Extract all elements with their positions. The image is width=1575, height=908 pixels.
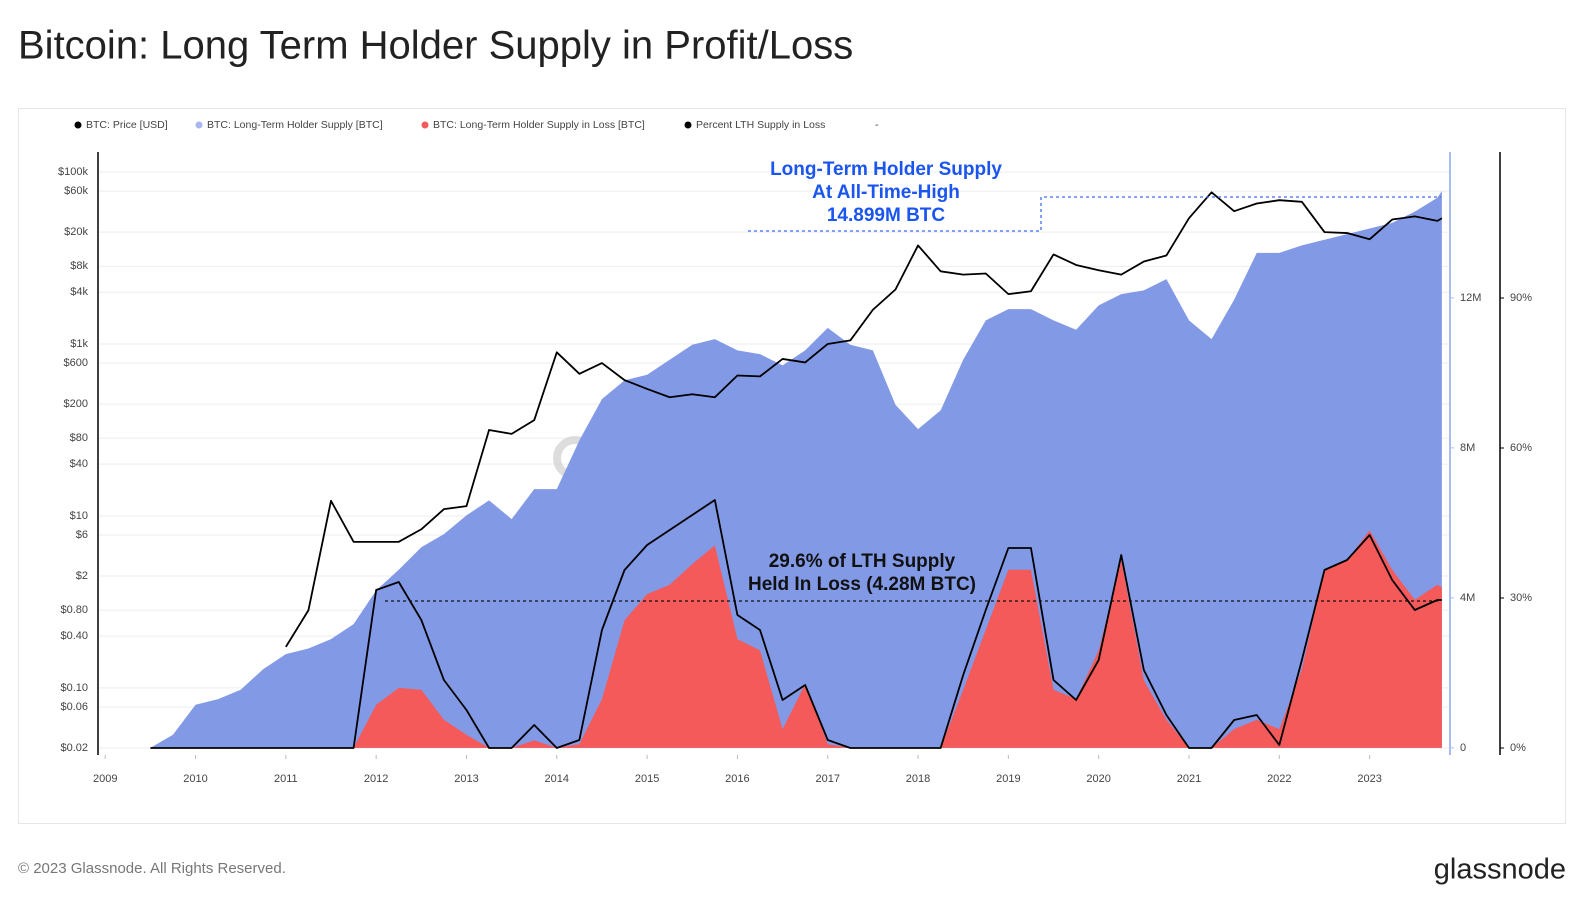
legend-swatch xyxy=(195,121,203,129)
x-tick-label: 2015 xyxy=(635,773,659,785)
x-tick-label: 2016 xyxy=(725,773,749,785)
y-tick-label: $40 xyxy=(70,458,88,470)
annotation-connector xyxy=(748,196,1441,232)
line xyxy=(150,499,1442,749)
x-tick-label: 2023 xyxy=(1357,773,1381,785)
y2-tick-label: 8M xyxy=(1460,442,1475,454)
line xyxy=(285,191,1443,648)
annotation: Long-Term Holder Supply xyxy=(770,159,1002,180)
annotation: At All-Time-High xyxy=(812,182,960,203)
y-tick-label: $0.40 xyxy=(60,630,88,642)
legend-swatch xyxy=(684,121,692,129)
annotation: 29.6% of LTH Supply xyxy=(769,551,956,572)
legend: BTC: Price [USD] BTC: Long-Term Holder Su… xyxy=(74,119,879,131)
y-tick-label: $60k xyxy=(64,185,88,197)
x-tick-label: 2014 xyxy=(545,773,569,785)
y-tick-label: $0.06 xyxy=(60,701,88,713)
y3-tick-label: 60% xyxy=(1510,442,1532,454)
x-tick-label: 2010 xyxy=(183,773,207,785)
x-tick-label: 2012 xyxy=(364,773,388,785)
y-tick-label: $1k xyxy=(70,338,88,350)
legend-label: - xyxy=(875,119,879,131)
annotation: 14.899M BTC xyxy=(827,205,946,226)
copyright: © 2023 Glassnode. All Rights Reserved. xyxy=(18,860,286,877)
x-tick-label: 2017 xyxy=(815,773,839,785)
legend-swatch xyxy=(421,121,429,129)
y-tick-label: $0.02 xyxy=(60,742,88,754)
y-tick-label: $100k xyxy=(58,166,88,178)
y-tick-label: $600 xyxy=(64,357,88,369)
y2-tick-label: 0 xyxy=(1460,742,1466,754)
annotations: Long-Term Holder Supply At All-Time-High… xyxy=(748,159,1002,595)
y3-tick-label: 30% xyxy=(1510,592,1532,604)
legend-label: Percent LTH Supply in Loss xyxy=(696,119,825,131)
y-tick-label: $6 xyxy=(76,529,88,541)
y2-tick-label: 4M xyxy=(1460,592,1475,604)
x-tick-label: 2022 xyxy=(1267,773,1291,785)
chart-title: Bitcoin: Long Term Holder Supply in Prof… xyxy=(18,24,853,68)
x-tick-label: 2013 xyxy=(454,773,478,785)
brand-logo: glassnode xyxy=(1434,854,1566,886)
x-tick-label: 2018 xyxy=(906,773,930,785)
legend-label: BTC: Price [USD] xyxy=(86,119,168,131)
y-tick-label: $2 xyxy=(76,570,88,582)
legend-label: BTC: Long-Term Holder Supply [BTC] xyxy=(207,119,383,131)
area xyxy=(150,530,1442,748)
y-tick-label: $8k xyxy=(70,260,88,272)
y3-tick-label: 90% xyxy=(1510,292,1532,304)
y-tick-label: $200 xyxy=(64,398,88,410)
marks xyxy=(150,191,1443,749)
y-tick-label: $20k xyxy=(64,226,88,238)
x-tick-label: 2021 xyxy=(1177,773,1201,785)
y-tick-label: $10 xyxy=(70,510,88,522)
legend-swatch xyxy=(74,121,82,129)
y2-tick-label: 12M xyxy=(1460,292,1481,304)
y-tick-label: $0.80 xyxy=(60,604,88,616)
legend-label: BTC: Long-Term Holder Supply in Loss [BT… xyxy=(433,119,645,131)
y-tick-label: $80 xyxy=(70,432,88,444)
y-tick-label: $4k xyxy=(70,286,88,298)
y3-tick-label: 0% xyxy=(1510,742,1526,754)
y-tick-label: $0.10 xyxy=(60,682,88,694)
x-tick-label: 2011 xyxy=(274,773,298,785)
annotation: Held In Loss (4.28M BTC) xyxy=(748,574,976,595)
x-tick-label: 2020 xyxy=(1086,773,1110,785)
x-tick-label: 2019 xyxy=(996,773,1020,785)
x-tick-label: 2009 xyxy=(93,773,117,785)
